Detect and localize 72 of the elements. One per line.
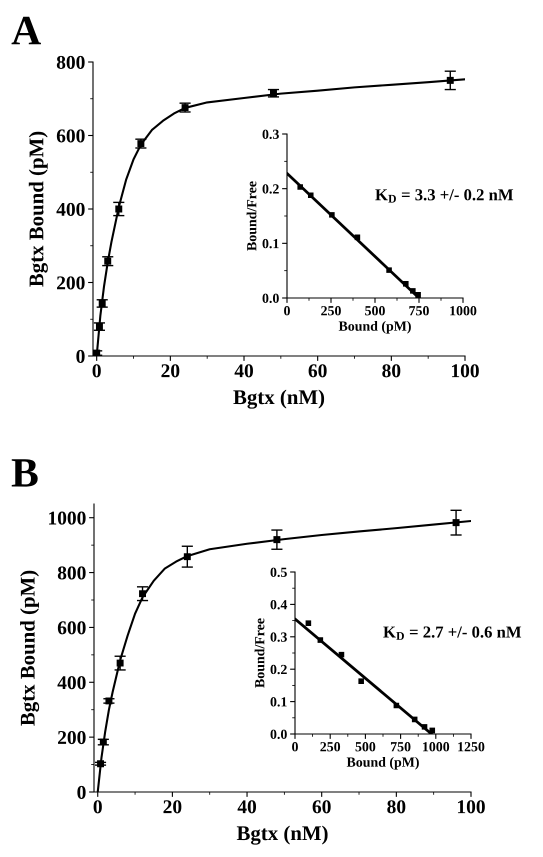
x-tick-label: 20 [163, 800, 182, 814]
x-tick-label: 40 [238, 800, 256, 814]
point [306, 620, 312, 626]
x-tick-label: 100 [452, 364, 479, 378]
point [297, 184, 303, 190]
x-tick-label: 60 [308, 364, 327, 378]
x-tick-label: 80 [387, 800, 406, 814]
x-tick-label: 0 [292, 742, 298, 752]
point [394, 702, 400, 708]
point [308, 192, 314, 198]
x-tick-label: 500 [365, 306, 385, 316]
y-axis-title: Bound/Free [246, 181, 256, 251]
y-tick-label: 800 [58, 566, 86, 580]
y-tick-label: 800 [56, 56, 85, 69]
x-tick-label: 750 [390, 742, 410, 752]
point [338, 652, 344, 658]
y-tick-label: 0.2 [270, 664, 287, 674]
chart-title: B [12, 459, 38, 487]
x-tick-label: 250 [321, 306, 341, 316]
x-tick-label: 60 [312, 800, 331, 814]
point [318, 637, 324, 643]
y-axis-title: Bgtx Bound (pM) [20, 570, 40, 726]
y-tick-label: 0 [76, 350, 85, 363]
point [430, 728, 436, 734]
x-axis-title: Bgtx (nM) [236, 826, 328, 845]
y-tick-label: 0.2 [262, 184, 279, 194]
point [415, 292, 421, 298]
y-axis-title: Bgtx Bound (pM) [28, 132, 48, 287]
y-tick-label: 600 [56, 129, 85, 142]
x-tick-label: 1250 [458, 742, 484, 752]
y-tick-label: 0 [77, 786, 86, 799]
y-tick-label: 200 [58, 730, 86, 744]
y-tick-label: 400 [57, 676, 86, 690]
point [354, 234, 360, 240]
y-tick-label: 0.3 [270, 632, 287, 642]
y-tick-label: 400 [56, 202, 85, 216]
point [358, 678, 364, 684]
y-tick-label: 0.5 [270, 568, 287, 578]
x-tick-label: 250 [320, 742, 340, 752]
y-tick-label: 0.3 [262, 130, 279, 140]
x-tick-label: 0 [94, 800, 102, 814]
y-tick-label: 200 [57, 276, 85, 290]
y-tick-label: 1000 [49, 512, 86, 525]
y-tick-label: 0.0 [270, 730, 287, 740]
x-tick-label: 750 [409, 306, 429, 316]
x-tick-label: 80 [382, 364, 400, 378]
x-tick-label: 100 [458, 800, 485, 814]
x-axis-title: Bound (pM) [346, 757, 419, 770]
annotation: K$_{D}$ = 2.7 +/- 0.6 nM [383, 626, 522, 640]
x-tick-label: 1000 [450, 306, 476, 316]
point [422, 724, 428, 730]
x-tick-label: 20 [161, 364, 180, 378]
x-tick-label: 0 [92, 364, 101, 378]
point [403, 281, 409, 287]
x-tick-label: 500 [356, 742, 376, 752]
y-axis-title: Bound/Free [254, 618, 264, 688]
y-tick-label: 0.1 [262, 238, 279, 248]
y-tick-label: 600 [58, 621, 86, 634]
y-tick-label: 0.0 [262, 294, 279, 304]
x-tick-label: 1000 [423, 742, 450, 752]
y-tick-label: 0.1 [270, 697, 287, 707]
chart-title: A [12, 16, 41, 44]
point [386, 267, 392, 273]
x-axis-title: Bgtx (nM) [233, 390, 324, 409]
x-tick-label: 40 [234, 364, 253, 378]
point [139, 590, 146, 598]
y-tick-label: 0.4 [270, 600, 288, 610]
x-axis-title: Bound (pM) [338, 321, 411, 334]
point [412, 716, 418, 722]
annotation: K$_{D}$ = 3.3 +/- 0.2 nM [375, 189, 514, 203]
point [410, 288, 416, 294]
point [329, 212, 335, 218]
